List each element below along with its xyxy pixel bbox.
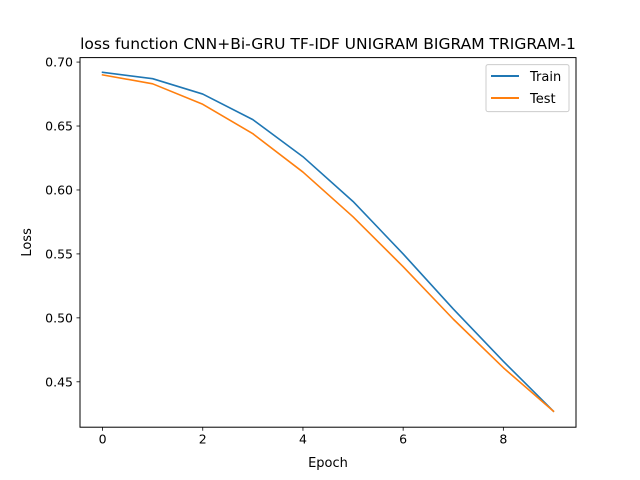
y-tick-label: 0.65 <box>45 119 73 134</box>
series-line-train <box>101 71 555 413</box>
chart-title: loss function CNN+Bi-GRU TF-IDF UNIGRAM … <box>80 35 576 53</box>
x-tick-label: 4 <box>299 432 307 447</box>
series-layer <box>101 71 555 413</box>
legend-label-test: Test <box>529 92 556 107</box>
x-axis-label: Epoch <box>308 456 348 471</box>
series-line-test <box>101 73 555 413</box>
y-axis-ticks: 0.45 0.50 0.55 0.60 0.65 0.70 <box>45 55 80 389</box>
x-tick-label: 6 <box>399 432 407 447</box>
legend: Train Test <box>485 64 570 113</box>
plot-frame <box>79 57 577 428</box>
x-tick-label: 8 <box>499 432 507 447</box>
y-tick-label: 0.55 <box>45 246 73 261</box>
x-tick-label: 0 <box>99 432 107 447</box>
y-tick-label: 0.50 <box>45 310 73 325</box>
y-tick-label: 0.60 <box>45 182 73 197</box>
x-axis-ticks: 0 2 4 6 8 <box>99 427 507 447</box>
legend-label-train: Train <box>529 70 561 85</box>
y-tick-label: 0.45 <box>45 374 73 389</box>
y-axis-label: Loss <box>20 228 35 257</box>
y-tick-label: 0.70 <box>45 55 73 70</box>
x-tick-label: 2 <box>199 432 207 447</box>
